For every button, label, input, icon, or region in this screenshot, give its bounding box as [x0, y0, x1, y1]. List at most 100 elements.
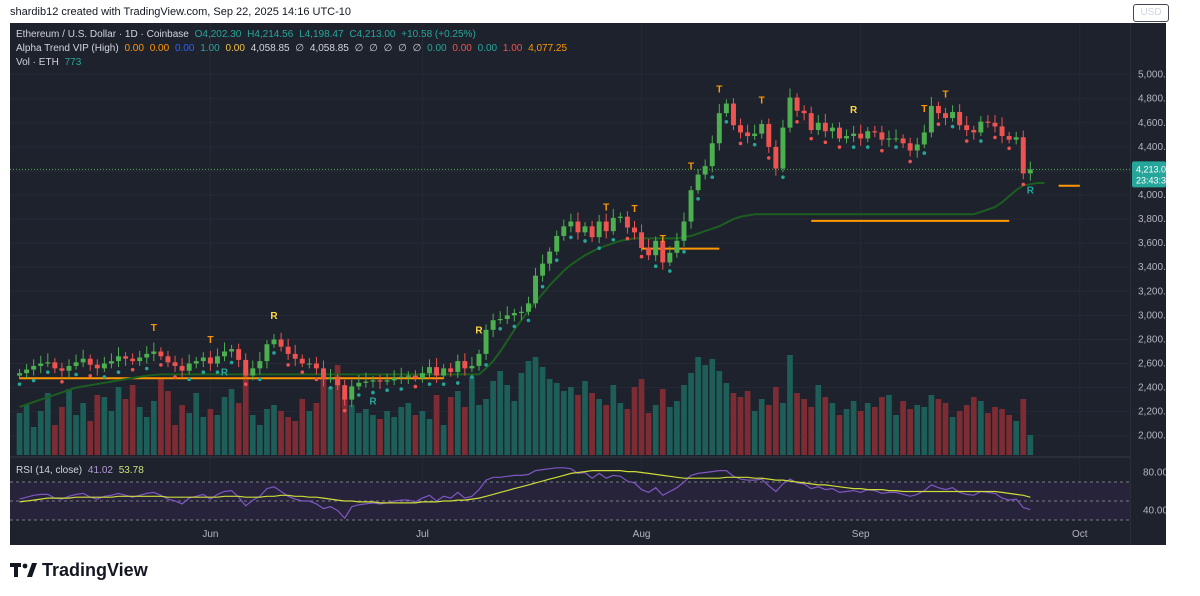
trend-dot: [738, 141, 743, 146]
volume-bar: [1027, 435, 1034, 455]
candle-body: [511, 312, 517, 316]
ind-v5: 4,058.85: [250, 43, 290, 54]
trend-dot: [625, 236, 630, 241]
trend-dot: [781, 175, 785, 179]
trend-dot: [964, 139, 969, 143]
volume-bar: [172, 425, 178, 455]
volume-bar: [970, 397, 977, 455]
volume-bar: [596, 399, 602, 455]
candle-body: [462, 361, 468, 369]
volume-bar: [483, 399, 489, 455]
volume-bar: [978, 401, 984, 455]
rsi-ma-line: [19, 470, 1031, 504]
candle-body: [497, 318, 503, 321]
volume-bar: [582, 381, 588, 455]
price-tick-label: 3,200.00: [1138, 286, 1166, 297]
candle-body: [589, 226, 595, 238]
volume-bar: [405, 403, 412, 455]
candle-body: [1013, 137, 1019, 140]
volume-bar: [681, 385, 687, 455]
volume-bar: [652, 405, 659, 455]
candle-body: [575, 221, 581, 233]
candle-body: [200, 357, 206, 362]
candle-body: [59, 368, 65, 371]
candle-body: [610, 217, 616, 232]
rsi-legend[interactable]: RSI (14, close) 41.02 53.78: [16, 465, 147, 476]
candle-body: [865, 131, 871, 139]
volume-bar: [1006, 415, 1012, 455]
candle-body: [1027, 169, 1033, 174]
trend-dot: [837, 145, 842, 149]
candle-body: [787, 97, 793, 128]
volume-bar: [532, 357, 539, 455]
candle-body: [236, 349, 242, 360]
candle-body: [603, 221, 609, 232]
trend-dot: [710, 175, 715, 179]
open-value: O4,202.30: [194, 29, 242, 40]
symbol-legend[interactable]: Ethereum / U.S. Dollar · 1D · Coinbase O…: [16, 29, 479, 40]
volume-bar: [765, 405, 772, 455]
candle-body: [773, 146, 779, 169]
volume-bar: [249, 415, 256, 455]
volume-bar: [257, 425, 263, 455]
volume-bar: [44, 393, 51, 455]
trend-dot: [74, 372, 78, 377]
trend-dot: [441, 382, 446, 386]
volume-bars: [16, 355, 1034, 455]
candle-body: [794, 97, 800, 111]
volume-bar: [108, 411, 115, 455]
candle-body: [377, 380, 383, 382]
trend-dot: [31, 378, 36, 383]
volume-bar: [228, 389, 235, 455]
trend-dot: [243, 382, 248, 386]
candle-body: [108, 361, 114, 364]
candle-body: [179, 365, 185, 371]
volume-bar: [398, 407, 405, 455]
price-tick-label: 3,000.00: [1138, 310, 1166, 321]
volume-bar: [221, 397, 228, 455]
signal-label: R: [270, 311, 278, 322]
trend-dot: [300, 370, 305, 374]
volume-bar: [158, 379, 164, 455]
volume-bar: [928, 395, 935, 455]
trend-dot: [272, 351, 276, 355]
candle-body: [702, 166, 708, 175]
volume-bar: [23, 405, 30, 455]
volume-bar: [462, 407, 468, 455]
candle-body: [349, 386, 355, 400]
volume-bar: [235, 403, 242, 455]
candle-body: [278, 339, 284, 347]
trend-dot: [88, 373, 93, 378]
candle-body: [730, 103, 736, 126]
volume-bar: [454, 391, 461, 455]
candle-body: [568, 221, 574, 227]
trend-dot: [286, 363, 290, 367]
candle-body: [780, 127, 786, 169]
volume-legend[interactable]: Vol · ETH 773: [16, 57, 84, 68]
volume-bar: [412, 415, 419, 455]
volume-bar: [645, 413, 652, 455]
volume-bar: [667, 407, 673, 455]
volume-bar: [341, 397, 348, 455]
candle-body: [858, 133, 864, 139]
candle-body: [469, 365, 475, 369]
candle-body: [801, 110, 807, 114]
candle-body: [716, 113, 722, 144]
volume-bar: [907, 409, 913, 455]
volume-bar: [214, 415, 221, 455]
indicator-legend[interactable]: Alpha Trend VIP (High) 0.00 0.00 0.00 1.…: [16, 43, 570, 54]
trend-dot: [484, 363, 488, 367]
volume-bar: [80, 403, 86, 455]
volume-bar: [999, 409, 1005, 455]
volume-bar: [1013, 421, 1020, 455]
trend-dot: [470, 375, 474, 379]
ind-v13: 0.00: [427, 43, 447, 54]
currency-button[interactable]: USD: [1133, 4, 1169, 22]
trend-dot: [258, 377, 262, 382]
candle-body: [554, 235, 560, 252]
candle-body: [172, 362, 178, 366]
signal-label: R: [1027, 185, 1035, 196]
price-tick-label: 4,600.00: [1138, 118, 1166, 129]
volume-bar: [447, 397, 454, 455]
